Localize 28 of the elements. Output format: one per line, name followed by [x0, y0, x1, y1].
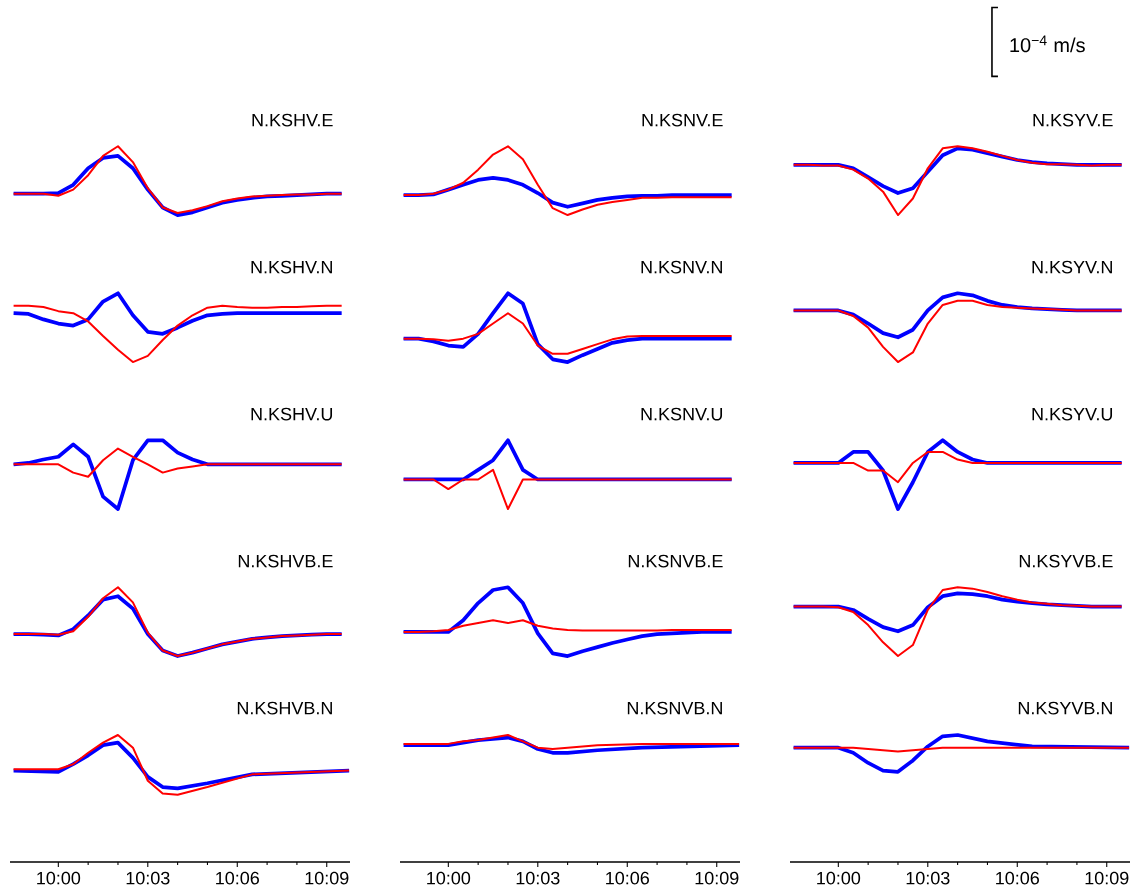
- chart-title: N.KSHVB.E: [238, 554, 333, 568]
- x-tick-label: 10:06: [606, 871, 649, 885]
- chart-title: N.KSNV.U: [641, 407, 723, 421]
- x-tick-label: 10:03: [126, 871, 170, 885]
- x-tick-label: 10:06: [216, 871, 259, 885]
- chart-title: N.KSHV.N: [251, 260, 332, 274]
- chart-title: N.KSHV.U: [251, 407, 333, 421]
- chart-title: N.KSYV.U: [1032, 407, 1113, 421]
- x-tick-label: 10:00: [427, 871, 471, 885]
- chart-title: N.KSNV.E: [642, 113, 723, 127]
- text: 10$^{−4}$ m/s: [1010, 35, 1085, 53]
- x-tick-label: 10:00: [37, 871, 81, 885]
- chart-title: N.KSYV.E: [1033, 113, 1113, 127]
- chart-title: N.KSYVB.E: [1019, 554, 1113, 568]
- x-tick-label: 10:09: [305, 871, 349, 885]
- x-tick-label: 10:03: [906, 871, 950, 885]
- chart-title: N.KSYV.N: [1032, 260, 1112, 274]
- chart-title: N.KSHVB.N: [237, 701, 332, 715]
- chart-title: N.KSHV.E: [252, 113, 333, 127]
- x-tick-label: 10:06: [996, 871, 1039, 885]
- x-tick-label: 10:03: [516, 871, 560, 885]
- chart-title: N.KSNVB.N: [627, 701, 722, 715]
- chart-title: N.KSNV.N: [641, 260, 722, 274]
- chart-title: N.KSYVB.N: [1018, 701, 1112, 715]
- x-tick-label: 10:00: [817, 871, 861, 885]
- chart-title: N.KSNVB.E: [628, 554, 723, 568]
- x-tick-label: 10:09: [695, 871, 739, 885]
- x-tick-label: 10:09: [1085, 871, 1129, 885]
